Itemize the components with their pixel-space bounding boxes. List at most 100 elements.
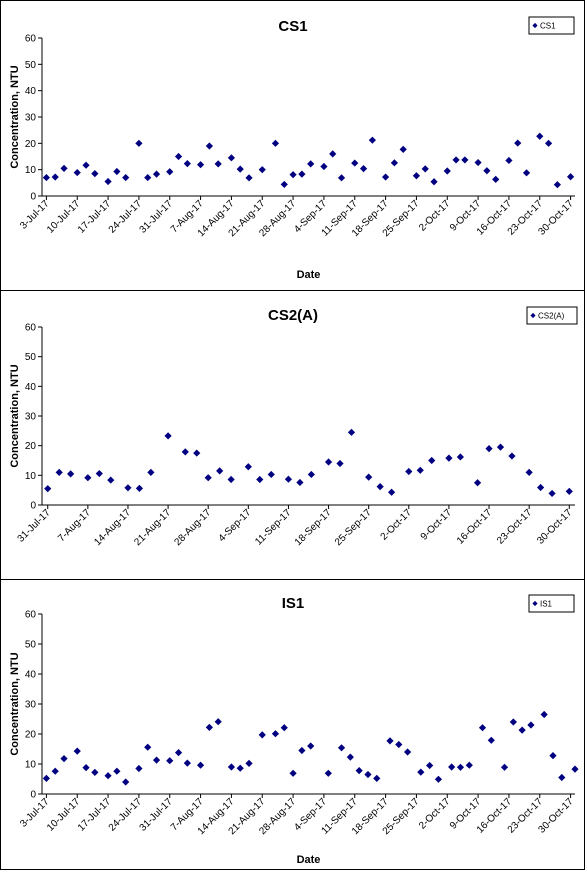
data-point: [245, 174, 253, 182]
y-tick-label: 40: [25, 86, 37, 97]
data-point: [478, 724, 487, 732]
data-point: [388, 488, 396, 496]
data-point: [214, 160, 222, 168]
data-point: [95, 469, 103, 478]
data-point: [566, 173, 575, 181]
data-point: [452, 156, 460, 164]
x-tick-label: 31-Jul-17: [16, 507, 54, 545]
legend: IS1: [528, 594, 575, 613]
data-point: [359, 165, 368, 173]
data-point: [565, 487, 573, 495]
data-point: [522, 169, 531, 177]
x-tick-label: 2-Oct-17: [417, 198, 453, 234]
legend-box: [528, 594, 575, 613]
data-point: [67, 470, 75, 478]
data-point: [271, 730, 280, 738]
data-point: [540, 710, 548, 719]
data-point: [152, 756, 161, 764]
data-point: [492, 175, 500, 184]
data-point: [465, 761, 473, 769]
legend-box: [528, 16, 575, 35]
y-axis-label: Concentration, NTU: [9, 65, 21, 168]
x-tick-label: 7-Aug-17: [56, 507, 93, 544]
legend: CS2(A): [526, 306, 578, 325]
data-point: [473, 479, 482, 487]
data-point: [42, 173, 51, 182]
data-point: [416, 466, 424, 474]
data-point: [558, 773, 566, 782]
data-point: [258, 166, 266, 174]
y-tick-label: 10: [25, 471, 37, 482]
data-point: [289, 769, 297, 777]
y-tick-label: 50: [25, 640, 37, 651]
y-tick-label: 0: [30, 501, 36, 512]
data-point: [183, 160, 191, 168]
data-point: [104, 177, 112, 186]
data-point: [135, 484, 144, 492]
data-point: [549, 752, 557, 760]
data-point: [365, 473, 373, 481]
data-point: [82, 764, 90, 772]
data-point: [245, 759, 253, 767]
data-point: [205, 142, 213, 150]
data-point: [525, 468, 533, 476]
data-point: [42, 774, 51, 782]
legend: CS1: [528, 16, 575, 35]
data-point: [298, 170, 306, 178]
data-point: [122, 778, 130, 786]
data-point: [346, 753, 354, 761]
chart-title: CS1: [278, 18, 307, 35]
data-point: [548, 489, 556, 498]
data-point: [426, 761, 434, 770]
y-tick-label: 30: [25, 113, 37, 124]
data-point: [336, 459, 344, 468]
legend-marker: [530, 312, 536, 319]
y-tick-label: 20: [25, 139, 37, 150]
data-point: [216, 467, 224, 475]
data-point: [404, 748, 412, 756]
data-point: [280, 724, 288, 732]
data-point: [536, 132, 544, 140]
chart-panel-is1: IS1 0 10 20 30 40 50 60 Concentration, NTU 3-Jul-…: [0, 579, 585, 870]
chart-cs2a: CS2(A) 0 10 20 30 40 50 60 Concentration, NTU 31-…: [9, 306, 578, 548]
data-point: [144, 743, 152, 751]
y-axis-label: Concentration, NTU: [9, 364, 21, 467]
data-point: [196, 161, 205, 169]
y-tick-label: 50: [25, 352, 37, 363]
data-point: [258, 731, 266, 739]
data-point: [381, 173, 390, 181]
data-point: [412, 172, 421, 180]
data-point: [204, 474, 212, 482]
data-point: [307, 742, 315, 750]
data-point: [509, 718, 517, 726]
y-tick-label: 0: [30, 192, 36, 203]
data-point: [337, 744, 346, 752]
data-point: [51, 173, 59, 181]
legend-label: IS1: [540, 600, 553, 609]
chart-panel-cs2a: CS2(A) 0 10 20 30 40 50 60 Concentration, NTU 31-…: [0, 290, 585, 580]
data-point: [166, 168, 174, 176]
data-point: [390, 159, 398, 167]
data-point: [355, 767, 363, 775]
data-point: [500, 763, 509, 771]
data-point: [376, 483, 384, 491]
data-point: [113, 767, 121, 775]
x-tick-label: 2-Oct-17: [417, 796, 453, 832]
data-point: [227, 475, 235, 484]
data-point: [174, 749, 183, 757]
x-tick-label: 21-Aug-17: [132, 507, 173, 548]
data-point: [73, 168, 81, 177]
data-point: [60, 164, 68, 172]
data-point: [196, 761, 205, 769]
data-point: [152, 170, 161, 178]
data-point: [164, 432, 172, 440]
data-point: [256, 475, 264, 484]
y-tick-label: 60: [25, 610, 37, 621]
data-point: [227, 763, 236, 771]
data-point: [104, 772, 112, 780]
y-tick-label: 30: [25, 700, 37, 711]
data-point: [443, 167, 451, 175]
x-tick-label: 16-Oct-17: [455, 507, 495, 547]
data-point: [244, 463, 252, 471]
data-point: [307, 160, 315, 168]
